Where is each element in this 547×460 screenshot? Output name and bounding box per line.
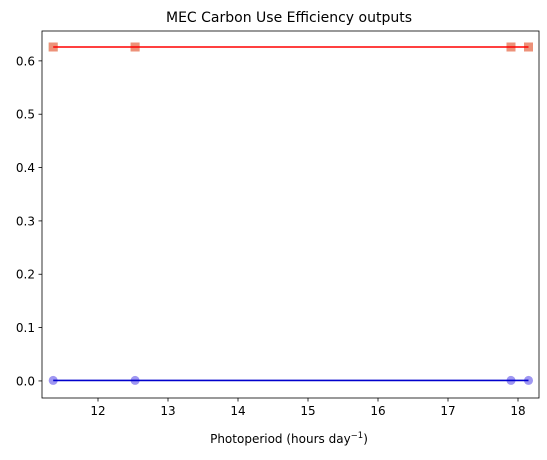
x-axis-label-superscript: −1 — [351, 431, 364, 441]
plot-marks — [48, 42, 533, 385]
x-axis-label-suffix: ) — [363, 432, 368, 446]
x-axis-label: Photoperiod (hours day−1) — [210, 431, 368, 446]
y-tick-label: 0.0 — [16, 374, 35, 388]
axes: 12 13 14 15 16 17 18 0.0 0.1 0.2 0.3 0.4 0.5 0.6 — [16, 30, 540, 418]
y-tick-label: 0.5 — [16, 108, 35, 122]
x-tick-label: 17 — [440, 404, 455, 418]
y-tick-label: 0.3 — [16, 214, 35, 228]
axes-frame — [41, 30, 540, 399]
y-tick-label: 0.4 — [16, 161, 35, 175]
x-tick-label: 15 — [300, 404, 315, 418]
y-tick-label: 0.6 — [16, 54, 35, 68]
y-tick-label: 0.1 — [16, 321, 35, 335]
x-tick-label: 16 — [370, 404, 385, 418]
y-tick-label: 0.2 — [16, 268, 35, 282]
x-tick-label: 18 — [510, 404, 525, 418]
x-tick-label: 13 — [160, 404, 175, 418]
x-tick-label: 12 — [90, 404, 105, 418]
chart-title: MEC Carbon Use Efficiency outputs — [166, 10, 412, 26]
x-tick-label: 14 — [230, 404, 245, 418]
